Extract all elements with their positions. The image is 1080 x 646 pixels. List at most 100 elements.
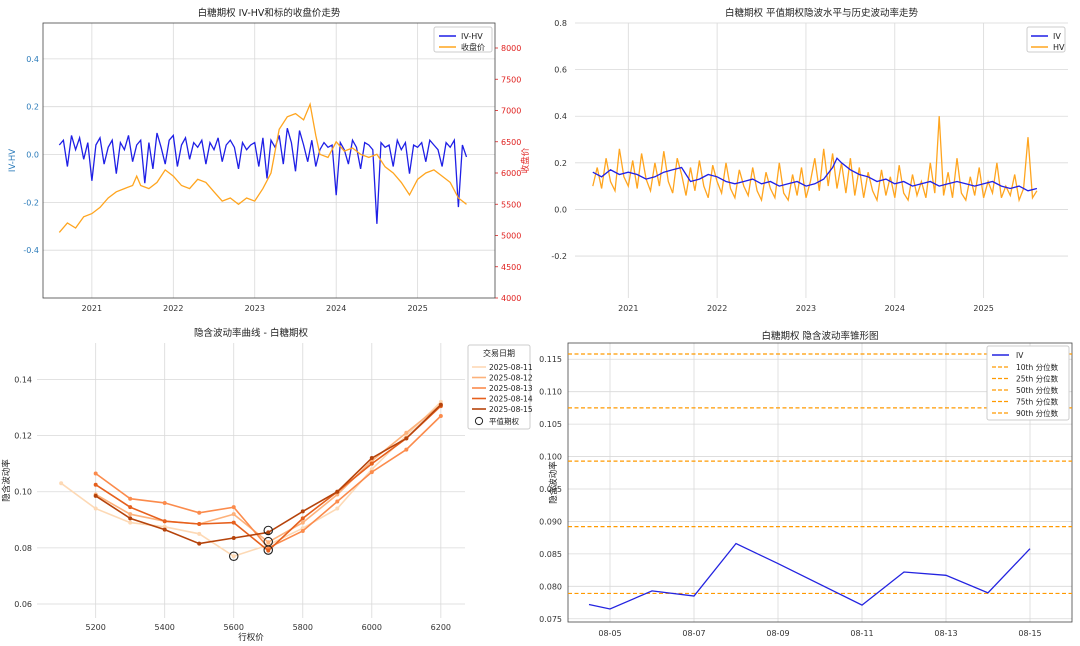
series-point (369, 461, 374, 466)
y-tick-label: 0.2 (554, 159, 567, 168)
x-tick-label: 08-07 (682, 629, 705, 638)
x-tick-label: 2021 (82, 304, 102, 313)
x-tick-label: 5200 (85, 623, 105, 632)
legend-marker (474, 416, 484, 426)
x-tick-label: 5400 (155, 623, 175, 632)
x-tick-label: 6000 (362, 623, 382, 632)
series-point (369, 456, 374, 461)
x-tick-label: 2024 (885, 304, 905, 313)
y2-tick-label: 7500 (501, 75, 521, 84)
series-point (300, 529, 305, 534)
series-point (231, 505, 236, 510)
y-axis-label: 隐含波动率 (1, 459, 12, 502)
series-line-2025-08-15 (95, 404, 442, 545)
series-point (197, 541, 202, 546)
y-tick-label: 0.06 (14, 600, 32, 609)
legend-label: 10th 分位数 (1016, 362, 1059, 372)
legend-label: IV-HV (461, 32, 483, 41)
y-tick-label: 0.090 (539, 517, 562, 526)
x-tick-label: 08-13 (934, 629, 957, 638)
plot-frame (567, 342, 1073, 623)
series-line-0 (58, 128, 468, 224)
series-point (300, 509, 305, 514)
series-point (335, 489, 340, 494)
x-tick-label: 5600 (224, 623, 244, 632)
chart-iv-cone: 08-05 08-07 08-09 08-11 08-13 08-15 0.075 0.080… (539, 330, 1073, 638)
series-point (231, 536, 236, 541)
legend-label: 2025-08-12 (489, 374, 533, 383)
series-point (266, 540, 271, 545)
series-point (335, 492, 340, 497)
legend-box (1026, 26, 1066, 53)
y2-tick-label: 4000 (501, 294, 521, 303)
series-point (93, 471, 98, 476)
chart-iv-smile: 5200 5400 5600 5800 6000 6200 0.06 0.08 0.10 0.12… (1, 327, 533, 643)
legend-label: 2025-08-13 (489, 384, 533, 393)
series-line-2025-08-11 (60, 401, 442, 558)
legend-label: HV (1053, 43, 1065, 52)
y-tick-label: 0.10 (14, 488, 32, 497)
series-point (162, 500, 167, 505)
y-tick-label: 0.085 (539, 550, 562, 559)
series-point (231, 512, 236, 517)
series-point (128, 505, 133, 510)
y-tick-label: 0.4 (26, 55, 39, 64)
series-line-IV (592, 157, 1038, 192)
y-tick-label: -0.2 (23, 198, 39, 207)
y-axis-label: 隐含波动率 (548, 461, 559, 504)
legend-label: 2025-08-14 (489, 395, 533, 404)
series-point (335, 506, 340, 511)
series-line-iv (588, 542, 1031, 610)
x-tick-label: 08-15 (1018, 629, 1041, 638)
y-tick-label: 0.080 (539, 582, 562, 591)
series-point (197, 531, 202, 536)
legend-label: 2025-08-15 (489, 405, 533, 414)
y2-tick-label: 5500 (501, 200, 521, 209)
x-tick-label: 2024 (326, 304, 346, 313)
x-tick-label: 2023 (245, 304, 265, 313)
y-tick-label: 0.100 (539, 453, 562, 462)
y-tick-label: -0.4 (23, 246, 39, 255)
series-point (162, 519, 167, 524)
series-line-1 (58, 102, 467, 233)
series-point (438, 413, 443, 418)
legend-label: IV (1053, 32, 1061, 41)
series-point (438, 399, 443, 404)
y-tick-label: 0.14 (14, 375, 32, 384)
y2-tick-label: 7000 (501, 107, 521, 116)
x-tick-label: 5800 (293, 623, 313, 632)
y-tick-label: 0.0 (26, 151, 39, 160)
y-tick-label: 0.110 (539, 388, 562, 397)
legend-label: 50th 分位数 (1016, 385, 1059, 395)
chart-title: 白糖期权 隐含波动率锥形图 (761, 330, 878, 342)
legend-box (467, 344, 531, 430)
series-point (128, 512, 133, 517)
series-point (93, 493, 98, 498)
legend-label: 75th 分位数 (1016, 397, 1059, 407)
y-tick-label: 0.2 (26, 103, 39, 112)
series-point (266, 530, 271, 535)
y-tick-label: 0.8 (554, 19, 567, 28)
legend-label: IV (1016, 351, 1024, 360)
series-point (197, 510, 202, 515)
series-point (266, 548, 271, 553)
series-point (128, 520, 133, 525)
y-tick-label: -0.2 (551, 252, 567, 261)
series-point (59, 481, 64, 486)
series-point (128, 496, 133, 501)
series-point (162, 527, 167, 532)
atm-marker (228, 551, 239, 562)
chart-title: 白糖期权 IV-HV和标的收盘价走势 (198, 7, 341, 19)
x-tick-label: 08-05 (598, 629, 621, 638)
series-point (404, 447, 409, 452)
x-tick-label: 08-09 (766, 629, 789, 638)
y-tick-label: 0.075 (539, 615, 562, 624)
y2-axis-label: 收盘价 (520, 147, 531, 173)
legend: IV HV (1026, 26, 1066, 53)
y2-tick-label: 5000 (501, 232, 521, 241)
x-tick-label: 2021 (618, 304, 638, 313)
y-tick-label: 0.105 (539, 420, 562, 429)
